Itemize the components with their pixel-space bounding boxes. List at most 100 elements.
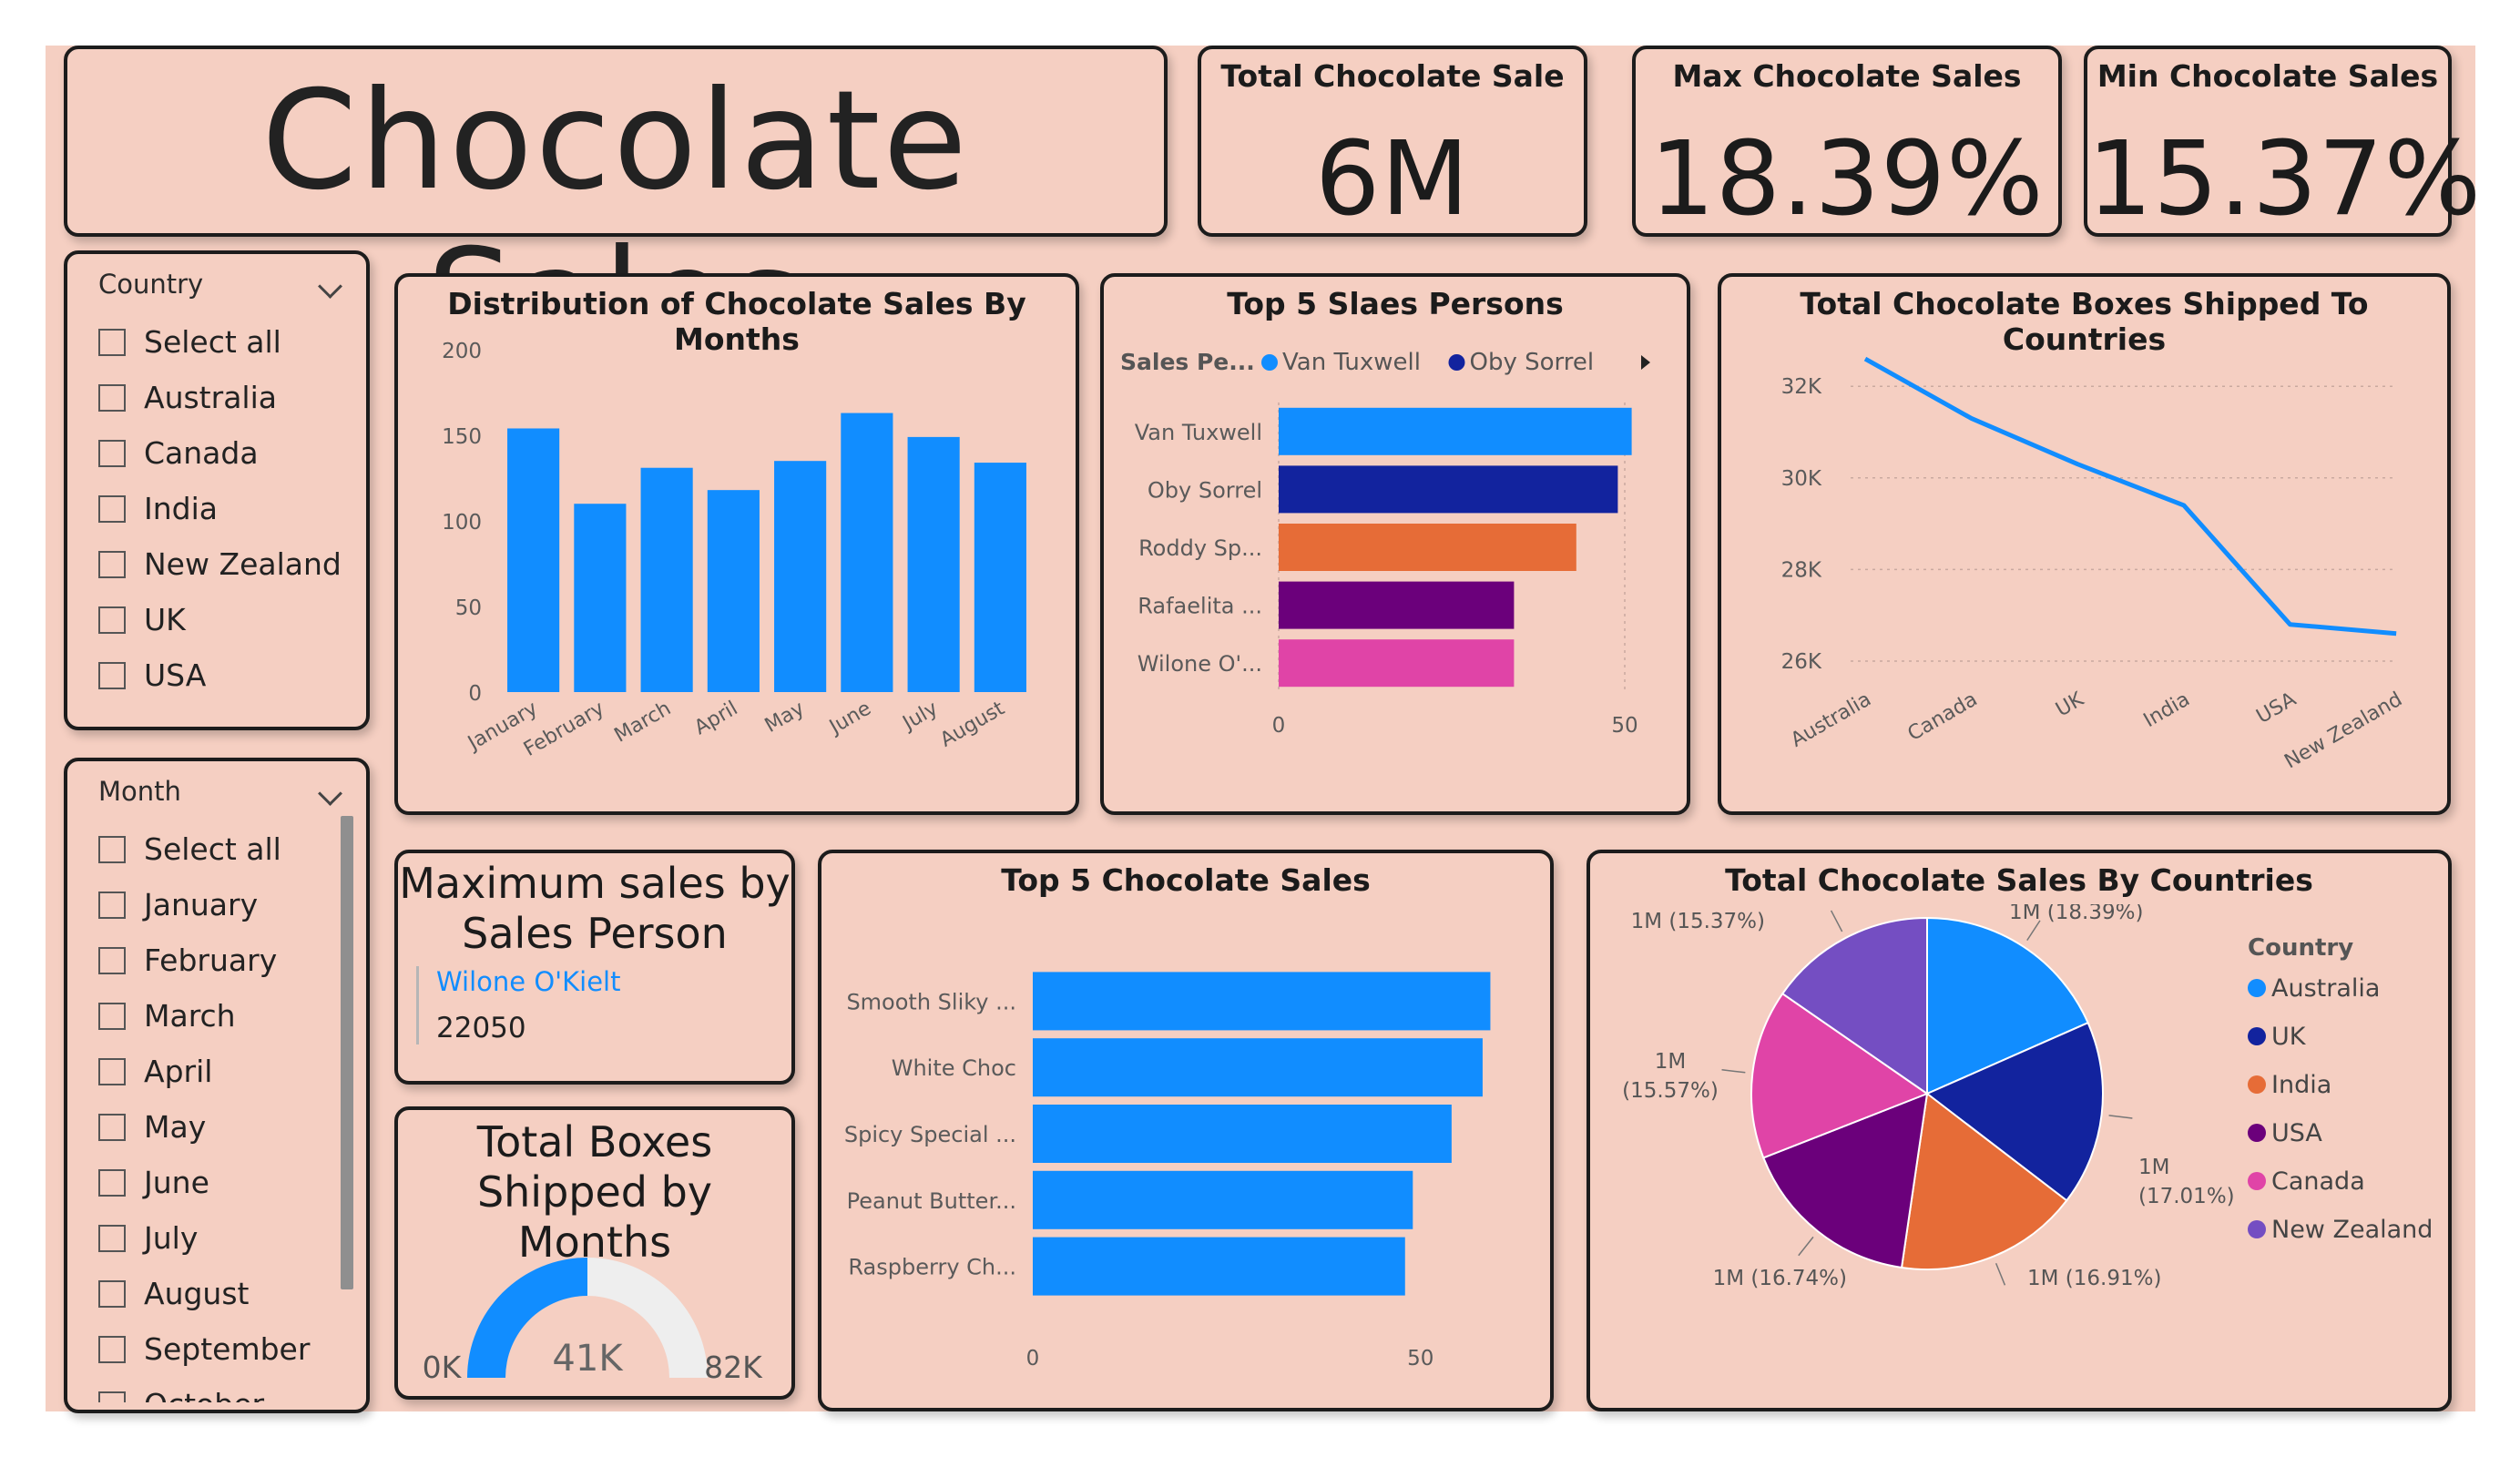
pie-slice-new-zealand[interactable] (1780, 916, 1928, 1095)
country-slicer-item[interactable]: UK (98, 592, 348, 647)
top-salespersons-card[interactable]: Top 5 Slaes Persons Sales Pe... Van Tuxwe… (1100, 273, 1690, 815)
y-tick-label: 200 (442, 340, 482, 363)
checkbox[interactable] (98, 1224, 126, 1252)
bar-april[interactable] (707, 490, 760, 692)
bar-chocolate[interactable] (1033, 972, 1491, 1031)
month-slicer-item[interactable]: April (98, 1044, 348, 1099)
month-slicer[interactable]: Month Select all January February March Apri… (64, 758, 370, 1413)
legend-title: Sales Pe... (1120, 349, 1255, 375)
checkbox[interactable] (98, 606, 126, 634)
bar-august[interactable] (974, 463, 1026, 692)
checkbox[interactable] (98, 946, 126, 974)
sales-by-country-chart[interactable]: 1M (18.39%) 1M (17.01%) 1M (16.91%) 1M (16.7… (1590, 904, 2448, 1405)
monthly-sales-card[interactable]: Distribution of Chocolate Sales By Month… (394, 273, 1079, 815)
kpi-max-card[interactable]: Max Chocolate Sales 18.39% (1632, 46, 2062, 239)
pie-slice-usa[interactable] (1762, 1092, 1929, 1269)
top-chocolates-chart[interactable]: Smooth Sliky ... White Choc Spicy Special … (821, 904, 1550, 1405)
kpi-min-value: 15.37% (2087, 120, 2483, 239)
boxes-gauge-chart[interactable]: 41K 0K 82K (398, 1218, 791, 1400)
month-slicer-item[interactable]: January (98, 877, 348, 932)
month-slicer-item[interactable]: June (98, 1155, 348, 1210)
gauge-fill[interactable] (467, 1258, 587, 1378)
checkbox[interactable] (98, 550, 126, 578)
bar-march[interactable] (640, 467, 693, 692)
checkbox[interactable] (98, 328, 126, 356)
x-tick-label: April (690, 698, 741, 740)
pie-slice-australia[interactable] (1926, 916, 2089, 1095)
checkbox[interactable] (98, 439, 126, 467)
pie-slice-canada[interactable] (1750, 992, 1930, 1159)
bar-salesperson[interactable] (1279, 524, 1576, 571)
pie-slice-india[interactable] (1900, 1092, 2068, 1270)
gauge-title: Total Boxes Shipped by Months (476, 1117, 713, 1267)
bar-chocolate[interactable] (1033, 1237, 1405, 1296)
legend-marker (2248, 1124, 2266, 1142)
legend-next-arrow-icon[interactable] (1641, 355, 1650, 370)
checkbox[interactable] (98, 383, 126, 412)
bar-salesperson[interactable] (1279, 407, 1632, 455)
checkbox[interactable] (98, 1391, 126, 1402)
bar-february[interactable] (574, 504, 627, 692)
month-slicer-item[interactable]: September (98, 1321, 348, 1377)
accent-divider (416, 966, 419, 1044)
pie-slice-uk[interactable] (1925, 1021, 2104, 1202)
checkbox[interactable] (98, 494, 126, 523)
series-line[interactable] (1863, 356, 2397, 637)
month-slicer-item[interactable]: Select all (98, 821, 348, 877)
top-chocolates-card[interactable]: Top 5 Chocolate Sales Smooth Sliky ... Wh… (818, 850, 1554, 1411)
country-slicer-item[interactable]: USA (98, 647, 348, 703)
bar-may[interactable] (774, 461, 827, 692)
month-slicer-item[interactable]: March (98, 988, 348, 1044)
checkbox[interactable] (98, 1279, 126, 1308)
month-slicer-item[interactable]: October (98, 1377, 348, 1402)
month-slicer-item[interactable]: August (98, 1266, 348, 1321)
country-slicer-item[interactable]: Select all (98, 314, 348, 370)
monthly-sales-title: Distribution of Chocolate Sales By Month… (447, 286, 1026, 357)
country-slicer-item[interactable]: Australia (98, 370, 348, 425)
legend-marker (1448, 354, 1465, 371)
kpi-total-card[interactable]: Total Chocolate Sale 6M (1198, 46, 1587, 239)
country-slicer[interactable]: Country Select all Australia Canada India Ne… (64, 250, 370, 730)
legend-label: Australia (2271, 974, 2380, 1003)
x-tick-label: March (611, 698, 676, 748)
checkbox[interactable] (98, 661, 126, 689)
slicer-item-label: Australia (144, 380, 277, 415)
pie-data-label: (17.01%) (2138, 1185, 2235, 1208)
bar-chocolate[interactable] (1033, 1105, 1452, 1163)
bar-salesperson[interactable] (1279, 581, 1515, 629)
boxes-by-month-gauge-card[interactable]: Total Boxes Shipped by Months 41K 0K 82K (394, 1106, 795, 1400)
max-sales-person-card[interactable]: Maximum sales by Sales Person Wilone O'K… (394, 850, 795, 1085)
country-slicer-item[interactable]: India (98, 481, 348, 536)
sales-by-country-card[interactable]: Total Chocolate Sales By Countries 1M (1… (1586, 850, 2452, 1411)
boxes-shipped-title: Total Chocolate Boxes Shipped To Countri… (1800, 286, 2369, 357)
boxes-shipped-card[interactable]: Total Chocolate Boxes Shipped To Countri… (1718, 273, 2451, 815)
checkbox[interactable] (98, 1113, 126, 1141)
bar-june[interactable] (841, 413, 893, 692)
checkbox[interactable] (98, 1002, 126, 1030)
bar-january[interactable] (507, 428, 560, 692)
month-slicer-item[interactable]: February (98, 932, 348, 988)
month-slicer-item[interactable]: July (98, 1210, 348, 1266)
chevron-down-icon[interactable] (318, 781, 342, 806)
top-salespersons-chart[interactable]: Sales Pe... Van Tuxwell Oby Sorrel Van Tuxw… (1104, 328, 1687, 810)
country-slicer-item[interactable]: Canada (98, 425, 348, 481)
month-slicer-scrollbar[interactable] (341, 816, 353, 1289)
bar-salesperson[interactable] (1279, 639, 1515, 688)
country-slicer-item[interactable]: New Zealand (98, 536, 348, 592)
checkbox[interactable] (98, 1168, 126, 1197)
chevron-down-icon[interactable] (318, 274, 342, 299)
bar-chocolate[interactable] (1033, 1170, 1413, 1229)
bar-salesperson[interactable] (1279, 465, 1618, 514)
leader-line (1830, 910, 1843, 932)
checkbox[interactable] (98, 835, 126, 863)
checkbox[interactable] (98, 891, 126, 919)
boxes-shipped-chart[interactable]: 26K 28K 30K 32K Australia Canada UK India USANew… (1721, 328, 2447, 810)
bar-chocolate[interactable] (1033, 1038, 1483, 1097)
kpi-min-card[interactable]: Min Chocolate Sales 15.37% (2084, 46, 2483, 239)
checkbox[interactable] (98, 1335, 126, 1363)
month-slicer-item[interactable]: May (98, 1099, 348, 1155)
bar-july[interactable] (907, 436, 960, 692)
legend-label: Van Tuxwell (1282, 349, 1421, 376)
checkbox[interactable] (98, 1057, 126, 1085)
